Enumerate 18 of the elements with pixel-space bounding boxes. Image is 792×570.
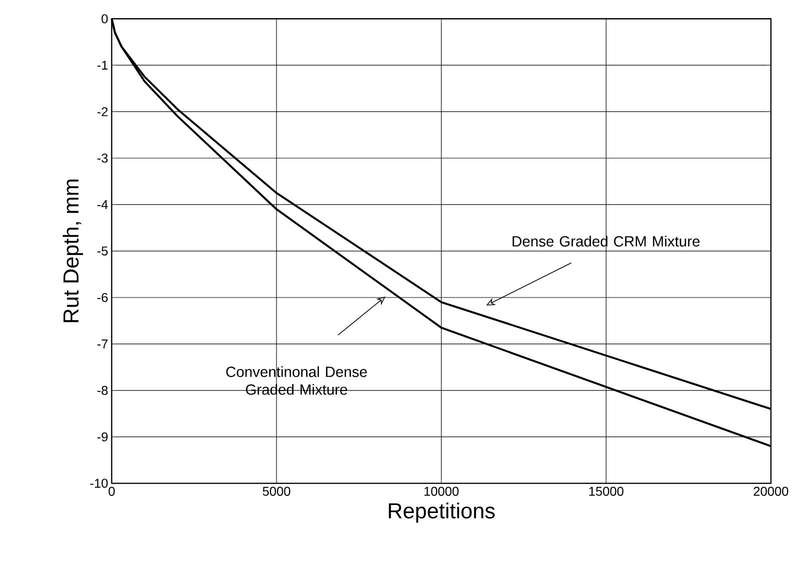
x-tick-label: 20000 — [754, 486, 788, 496]
y-axis-title: Rut Depth, mm — [62, 180, 83, 322]
x-tick-label: 5000 — [262, 486, 290, 496]
y-tick-label: -5 — [97, 246, 108, 256]
y-tick-label: -3 — [97, 153, 108, 163]
x-tick-label: 15000 — [589, 486, 624, 496]
x-tick-label: 10000 — [424, 486, 459, 496]
y-tick-label: -2 — [97, 107, 108, 116]
y-tick-label: -10 — [90, 478, 108, 488]
y-tick-label: -6 — [97, 292, 108, 302]
y-tick-label: -7 — [97, 339, 108, 348]
x-axis-title: Repetitions — [388, 502, 495, 523]
y-tick-label: -1 — [97, 60, 108, 70]
y-tick-label: -8 — [97, 386, 108, 395]
y-tick-label: -4 — [97, 200, 108, 209]
y-tick-label: -9 — [97, 432, 108, 442]
y-tick-label: 0 — [102, 14, 108, 24]
x-tick-label: 0 — [108, 486, 115, 496]
